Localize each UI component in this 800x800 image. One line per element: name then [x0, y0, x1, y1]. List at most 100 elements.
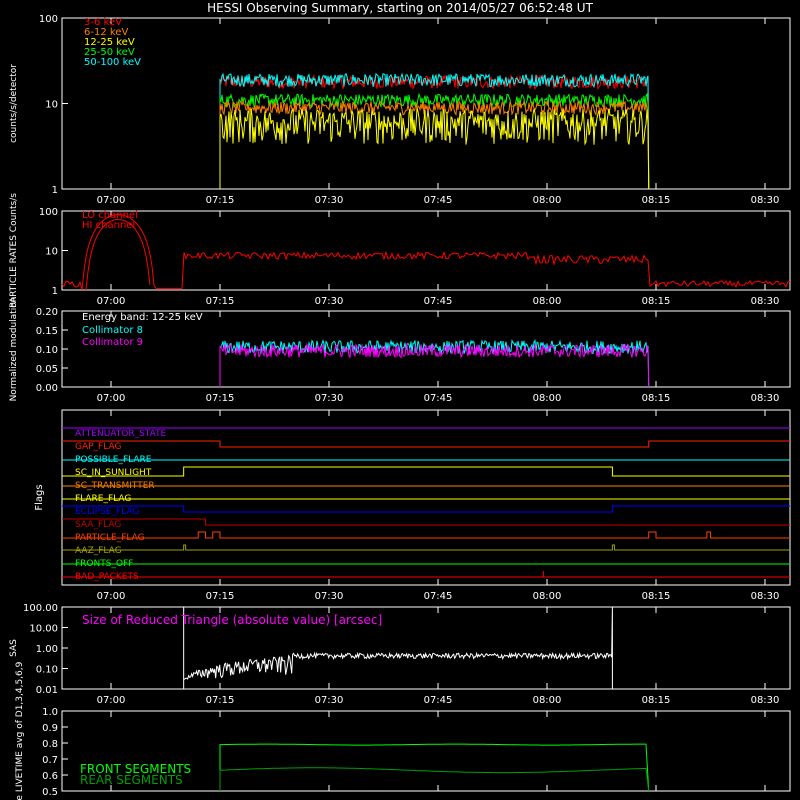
panel-frame-1 [61, 210, 791, 291]
flag-label-fronts-off: FRONTS_OFF [75, 559, 133, 569]
flag-label-attenuator-state: ATTENUATOR_STATE [75, 429, 167, 439]
x-tick-label-3: 08:00 [533, 591, 562, 602]
flag-label-gap-flag: GAP_FLAG [75, 442, 121, 452]
livetime-ytick-label: 0.8 [42, 739, 58, 750]
particle-ylabel: PARTICLE RATES Counts/s [9, 193, 19, 308]
flag-label-eclipse-flag: ECLIPSE_FLAG [75, 507, 139, 517]
panel-frame-0 [61, 17, 791, 190]
sas-ytick-label: 10.00 [29, 624, 58, 635]
flag-line-saa-flag [62, 518, 790, 526]
count-rate-ylabel: counts/s/detector [9, 64, 19, 143]
modulation-ytick-label: 0.00 [36, 383, 58, 394]
legend-collimator-1: Collimator 9 [82, 337, 143, 348]
flag-line-sc-in-sunlight [62, 466, 790, 477]
x-tick-label-2: 07:30 [315, 393, 344, 404]
livetime-line-0 [219, 743, 650, 792]
particle-hi-line [85, 218, 151, 291]
x-tick-label-2: 08:15 [642, 393, 671, 404]
panel-frame-3 [61, 409, 791, 586]
count-rate-ytick-label: 100 [39, 14, 58, 25]
flag-label-saa-flag: SAA_FLAG [75, 520, 121, 530]
x-tick-label-1: 07:00 [97, 296, 126, 307]
particle-ytick-label: 100 [39, 207, 58, 218]
x-tick-label-0: 08:15 [642, 195, 671, 206]
sas-line [183, 606, 613, 689]
x-tick-label-2: 08:30 [751, 393, 780, 404]
sas-annotation: Size of Reduced Triangle (absolute value… [82, 613, 382, 627]
count-rate-line-1 [219, 99, 650, 190]
count-rate-line-2 [219, 108, 650, 190]
flag-label-sc-transmitter: SC_TRANSMITTER [75, 481, 155, 491]
x-tick-label-4: 08:00 [533, 695, 562, 706]
modulation-ytick-label: 0.20 [36, 307, 58, 318]
x-tick-label-4: 07:30 [315, 695, 344, 706]
livetime-ytick-label: 0.9 [42, 723, 58, 734]
particle-ytick-label: 1 [52, 286, 58, 297]
x-tick-label-1: 07:30 [315, 296, 344, 307]
flag-label-possible-flare: POSSIBLE_FLARE [75, 455, 152, 465]
x-tick-label-0: 08:30 [751, 195, 780, 206]
legend-segments-1: REAR SEGMENTS [80, 773, 183, 787]
livetime-ytick-label: 1.0 [42, 707, 58, 718]
legend-count-3: 25-50 keV [84, 47, 135, 58]
flag-line-eclipse-flag [62, 505, 790, 513]
count-rate-line-3 [219, 92, 650, 190]
flag-line-particle-flag [62, 531, 790, 539]
x-tick-label-3: 07:30 [315, 591, 344, 602]
x-tick-label-2: 08:00 [533, 393, 562, 404]
modulation-ytick-label: 0.05 [36, 364, 58, 375]
livetime-ytick-label: 0.7 [42, 755, 58, 766]
x-tick-label-4: 07:15 [206, 695, 235, 706]
modulation-line-1 [219, 342, 650, 388]
x-tick-label-0: 07:30 [315, 195, 344, 206]
legend-count-4: 50-100 keV [84, 57, 141, 68]
x-tick-label-0: 08:00 [533, 195, 562, 206]
legend-segments-0: FRONT SEGMENTS [80, 762, 191, 776]
x-tick-label-2: 07:00 [97, 393, 126, 404]
x-tick-label-3: 08:30 [751, 591, 780, 602]
x-tick-label-3: 07:15 [206, 591, 235, 602]
modulation-ytick-label: 0.15 [36, 326, 58, 337]
sas-ytick-label: 1.00 [36, 644, 58, 655]
x-tick-label-1: 08:00 [533, 296, 562, 307]
legend-count-0: 3-6 keV [84, 17, 122, 28]
x-tick-label-4: 07:45 [424, 695, 453, 706]
livetime-ylabel: Mon. Rate LIVETIME avg of D1,3,4,5,6,9 [15, 661, 25, 800]
particle-ytick-label: 10 [45, 247, 58, 258]
x-tick-label-4: 08:15 [642, 695, 671, 706]
flag-line-aaz-flag [62, 544, 790, 551]
x-tick-label-1: 08:15 [642, 296, 671, 307]
livetime-ytick-label: 0.5 [42, 787, 58, 798]
x-tick-label-0: 07:00 [97, 195, 126, 206]
x-tick-label-3: 08:15 [642, 591, 671, 602]
flag-label-particle-flag: PARTICLE_FLAG [75, 533, 145, 543]
flag-label-flare-flag: FLARE_FLAG [75, 494, 131, 504]
x-tick-label-1: 07:15 [206, 296, 235, 307]
modulation-ylabel: Normalized modulation [9, 297, 19, 402]
x-tick-label-3: 07:45 [424, 591, 453, 602]
x-tick-label-4: 07:00 [97, 695, 126, 706]
count-rate-ytick-label: 1 [52, 185, 58, 196]
x-tick-label-2: 07:15 [206, 393, 235, 404]
x-tick-label-0: 07:45 [424, 195, 453, 206]
modulation-ytick-label: 0.10 [36, 345, 58, 356]
flag-label-aaz-flag: AAZ_FLAG [75, 546, 122, 556]
energy-band-annotation: Energy band: 12-25 keV [82, 312, 203, 323]
particle-lo-line [61, 214, 791, 290]
flag-label-sc-in-sunlight: SC_IN_SUNLIGHT [75, 468, 152, 478]
legend-count-2: 12-25 keV [84, 37, 135, 48]
sas-ytick-label: 0.10 [36, 665, 58, 676]
flag-label-bad-packets: BAD_PACKETS [75, 572, 139, 582]
livetime-line-1 [219, 767, 650, 792]
x-tick-label-1: 07:45 [424, 296, 453, 307]
sas-ytick-label: 0.01 [36, 685, 58, 696]
sas-ytick-label: 100.00 [23, 603, 58, 614]
panel-frame-5 [61, 710, 791, 792]
flag-line-gap-flag [62, 440, 790, 448]
chart-title: HESSI Observing Summary, starting on 201… [207, 1, 593, 15]
livetime-ytick-label: 0.6 [42, 771, 58, 782]
sas-ylabel: SAS [9, 639, 19, 657]
x-tick-label-0: 07:15 [206, 195, 235, 206]
